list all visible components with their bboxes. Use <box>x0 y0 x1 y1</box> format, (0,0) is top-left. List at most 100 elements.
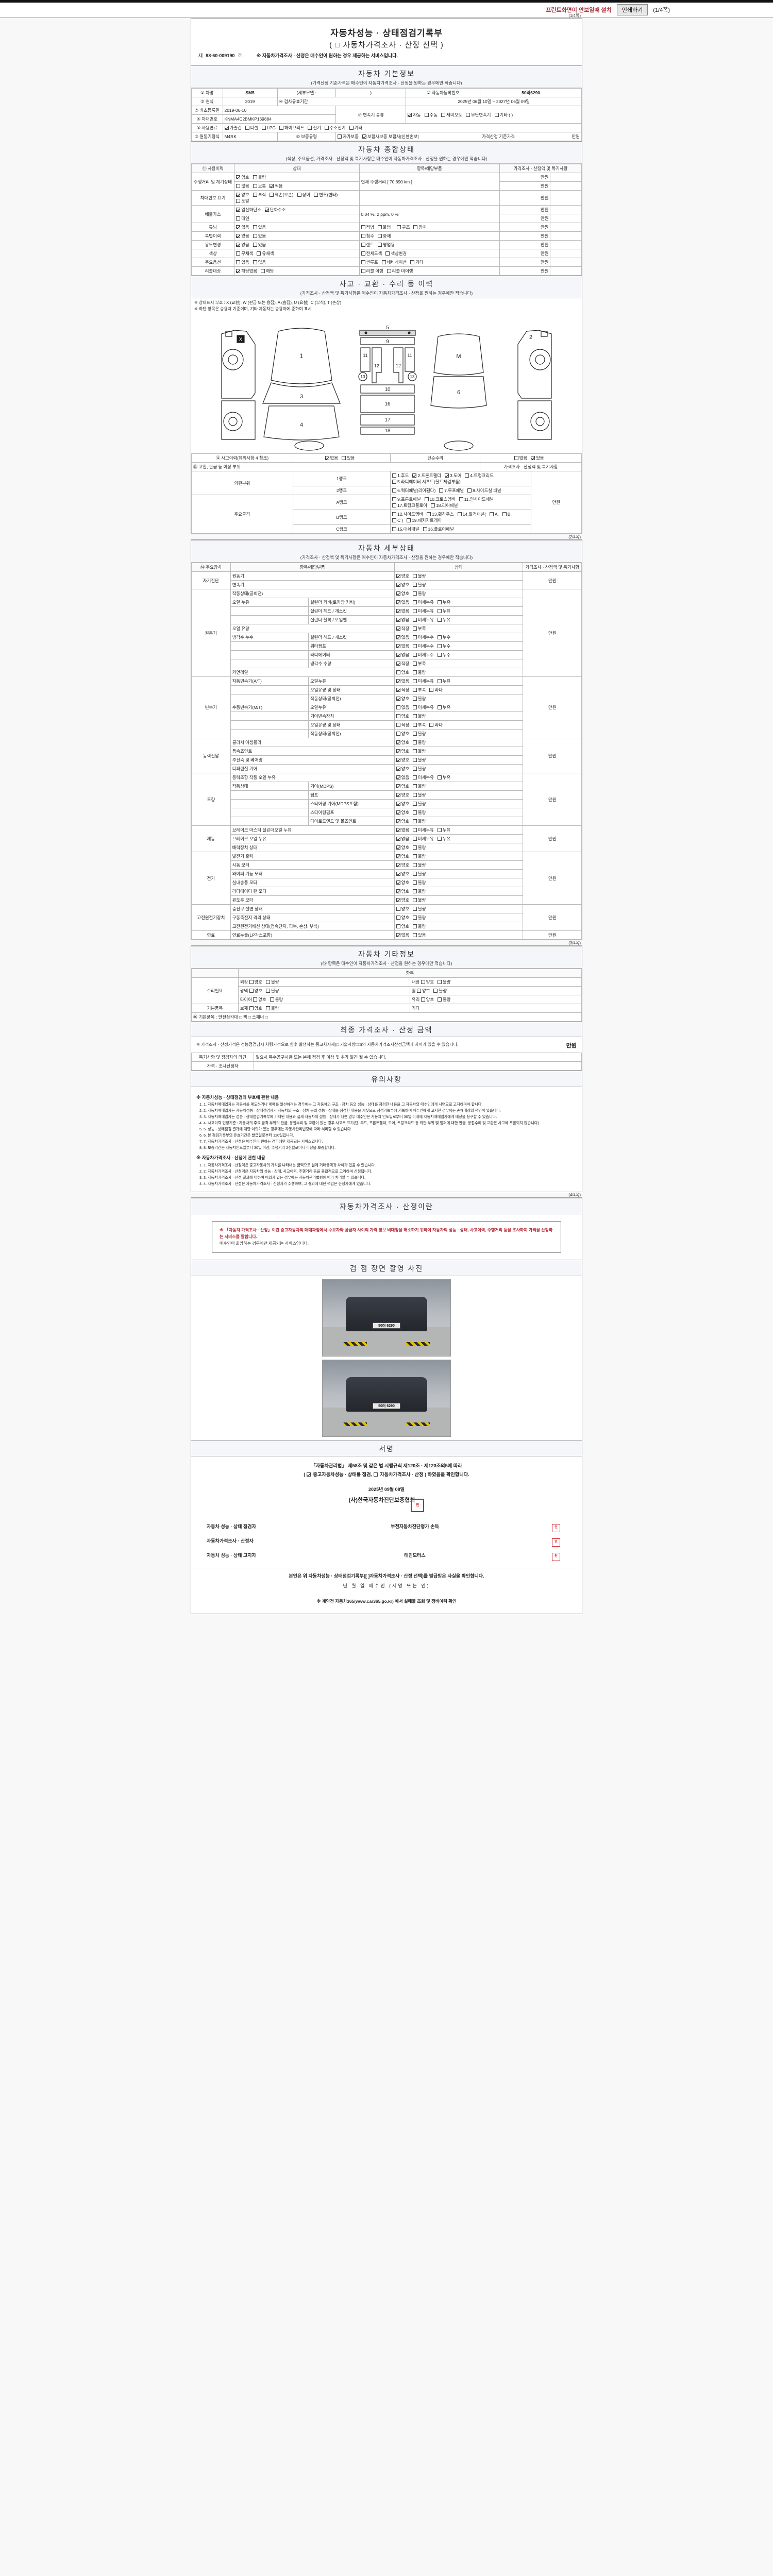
checkbox-icon[interactable] <box>249 980 254 984</box>
checkbox-icon[interactable] <box>261 269 265 273</box>
detail-option[interactable]: 없음 <box>396 617 409 623</box>
checkbox-icon[interactable] <box>396 828 400 832</box>
checkbox-icon[interactable] <box>236 251 241 256</box>
detail-option[interactable]: 양호 <box>396 862 409 868</box>
checkbox-icon[interactable] <box>396 819 400 823</box>
checkbox-icon[interactable] <box>377 243 382 247</box>
checkbox-icon[interactable] <box>413 583 417 587</box>
detail-option[interactable]: 있음 <box>413 932 426 938</box>
checkbox-icon[interactable] <box>429 688 434 692</box>
warranty-option[interactable]: 보험사보증 보험사[신한손보] <box>362 133 418 140</box>
checkbox-icon[interactable] <box>396 863 400 867</box>
checkbox-icon[interactable] <box>392 473 397 478</box>
detail-option[interactable]: 양호 <box>396 844 409 851</box>
detail-option[interactable]: 불량 <box>413 809 426 816</box>
checkbox-icon[interactable] <box>396 793 400 797</box>
checkbox-icon[interactable] <box>459 497 463 501</box>
checkbox-icon[interactable] <box>439 488 444 493</box>
item-option[interactable]: 기타 <box>410 259 424 265</box>
checkbox-icon[interactable] <box>236 199 241 203</box>
checkbox-icon[interactable] <box>308 126 312 130</box>
checkbox-icon[interactable] <box>253 260 257 264</box>
checkbox-icon[interactable] <box>236 243 241 247</box>
tuning-option[interactable]: 적법 <box>361 224 374 230</box>
checkbox-icon[interactable] <box>396 889 400 893</box>
checkbox-icon[interactable] <box>236 208 241 212</box>
checkbox-icon[interactable] <box>438 997 442 1002</box>
detail-option[interactable]: 양호 <box>396 573 409 579</box>
checkbox-icon[interactable] <box>437 837 442 841</box>
checkbox-icon[interactable] <box>437 828 442 832</box>
detail-option[interactable]: 양호 <box>396 879 409 886</box>
checkbox-icon[interactable] <box>266 980 270 984</box>
checkbox-icon[interactable] <box>413 740 417 744</box>
checkbox-icon[interactable] <box>236 234 241 238</box>
rank-option[interactable]: 2.프론트휀더 <box>412 472 441 479</box>
checkbox-icon[interactable] <box>396 810 400 815</box>
checkbox-icon[interactable] <box>253 243 257 247</box>
detail-option[interactable]: 누유 <box>437 599 450 605</box>
detail-option[interactable]: 불량 <box>413 897 426 903</box>
checkbox-icon[interactable] <box>413 574 417 578</box>
detail-option[interactable]: 없음 <box>396 836 409 842</box>
checkbox-icon[interactable] <box>396 635 400 639</box>
fuel-option[interactable]: 디젤 <box>245 125 258 131</box>
fuel-option[interactable]: 하이브리드 <box>279 125 304 131</box>
simple-repair-option[interactable]: 있음 <box>531 455 544 461</box>
other-option[interactable]: 불량 <box>266 1005 279 1011</box>
checkbox-icon[interactable] <box>437 653 442 657</box>
checkbox-icon[interactable] <box>224 126 229 130</box>
fuel-option[interactable]: 가솔린 <box>224 125 242 131</box>
checkbox-icon[interactable] <box>424 497 429 501</box>
checkbox-icon[interactable] <box>413 898 417 902</box>
state-option[interactable]: 많음 <box>236 183 249 189</box>
detail-option[interactable]: 불량 <box>413 914 426 921</box>
transmission-option[interactable]: 자동 <box>408 112 421 118</box>
checkbox-icon[interactable] <box>396 758 400 762</box>
detail-option[interactable]: 불량 <box>413 582 426 588</box>
checkbox-icon[interactable] <box>249 989 254 993</box>
checkbox-icon[interactable] <box>249 1006 254 1010</box>
fuel-option[interactable]: LPG <box>262 125 276 130</box>
detail-option[interactable]: 불량 <box>413 844 426 851</box>
checkbox-icon[interactable] <box>413 644 417 648</box>
checkbox-icon[interactable] <box>413 863 417 867</box>
detail-option[interactable]: 미세누유 <box>413 836 434 842</box>
checkbox-icon[interactable] <box>257 251 261 256</box>
state-option[interactable]: 없음 <box>253 259 266 265</box>
detail-option[interactable]: 양호 <box>396 766 409 772</box>
checkbox-icon[interactable] <box>253 175 257 179</box>
other-option[interactable]: 양호 <box>253 996 266 1003</box>
detail-option[interactable]: 양호 <box>396 713 409 719</box>
checkbox-icon[interactable] <box>413 784 417 788</box>
item-option[interactable]: 색상변경 <box>385 250 407 257</box>
state-option[interactable]: 보통 <box>253 183 266 189</box>
checkbox-icon[interactable] <box>437 618 442 622</box>
detail-option[interactable]: 미세누유 <box>413 617 434 623</box>
detail-option[interactable]: 없음 <box>396 643 409 649</box>
checkbox-icon[interactable] <box>396 574 400 578</box>
checkbox-icon[interactable] <box>413 775 417 779</box>
rank-option[interactable]: 6.쿼터패널(리어휀다) <box>392 487 435 494</box>
state-option[interactable]: 있음 <box>253 233 266 239</box>
checkbox-icon[interactable] <box>361 260 365 264</box>
checkbox-icon[interactable] <box>502 512 507 516</box>
detail-option[interactable]: 양호 <box>396 783 409 789</box>
checkbox-icon[interactable] <box>396 775 400 779</box>
checkbox-icon[interactable] <box>245 126 249 130</box>
checkbox-icon[interactable] <box>424 112 429 117</box>
checkbox-icon[interactable] <box>407 518 411 522</box>
checkbox-icon[interactable] <box>437 679 442 683</box>
checkbox-icon[interactable] <box>396 626 400 631</box>
detail-option[interactable]: 누유 <box>437 608 450 614</box>
detail-option[interactable]: 적정 <box>396 687 409 693</box>
checkbox-icon[interactable] <box>385 251 390 256</box>
checkbox-icon[interactable] <box>396 679 400 683</box>
checkbox-icon[interactable] <box>236 175 241 179</box>
item-option[interactable]: 침수 <box>361 233 374 239</box>
detail-option[interactable]: 누유 <box>437 678 450 684</box>
checkbox-icon[interactable] <box>377 225 382 229</box>
check-inspection-icon[interactable] <box>306 1472 311 1477</box>
other-option[interactable]: 양호 <box>416 988 430 994</box>
tuning-option[interactable]: 장치 <box>413 224 427 230</box>
